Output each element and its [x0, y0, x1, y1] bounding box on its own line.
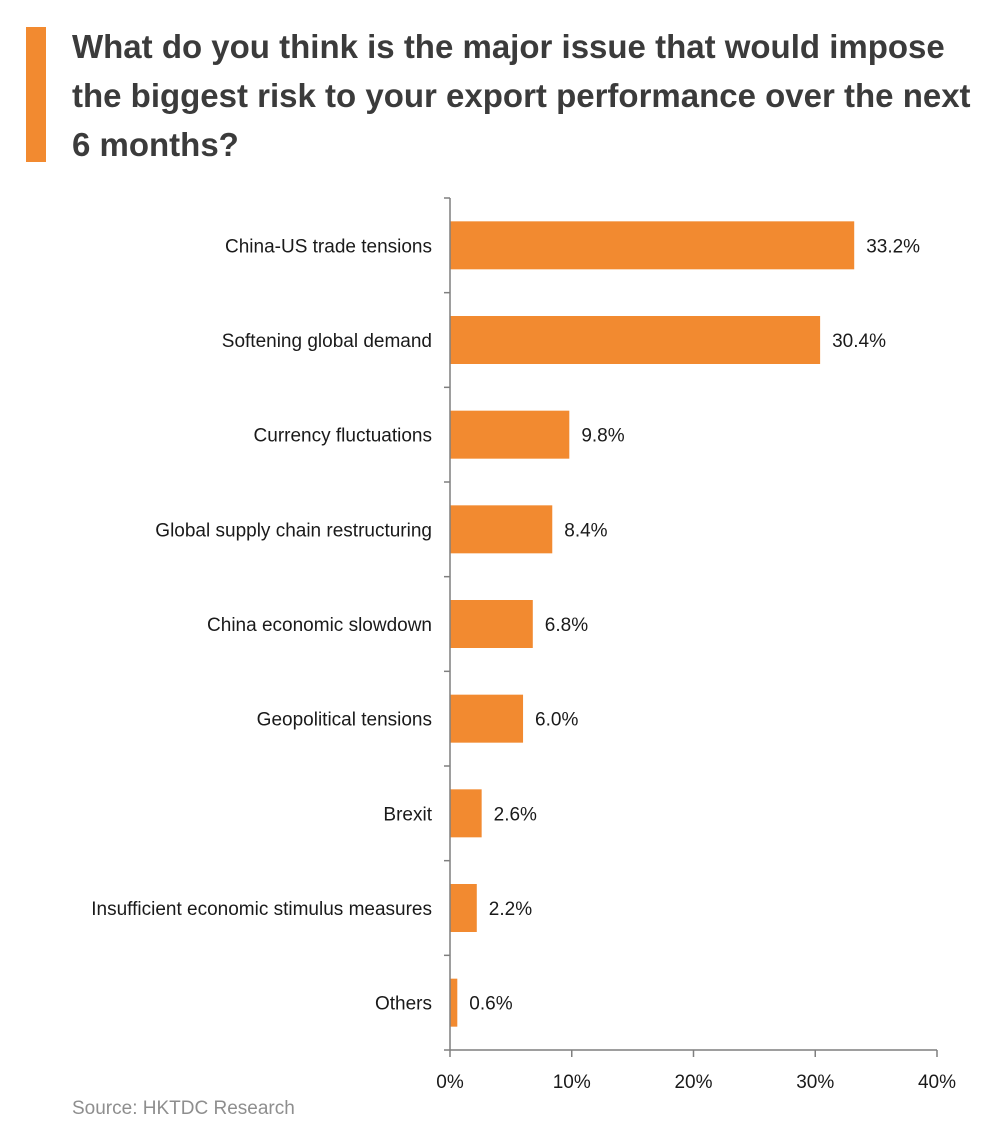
- bar: [450, 316, 821, 364]
- category-label: China-US trade tensions: [225, 236, 432, 257]
- category-label: Brexit: [383, 804, 432, 825]
- x-tick-label: 10%: [553, 1072, 591, 1093]
- x-tick-label: 0%: [436, 1072, 464, 1093]
- bar: [450, 884, 477, 932]
- category-label: China economic slowdown: [207, 615, 432, 636]
- data-label: 2.6%: [494, 804, 537, 825]
- title-accent-bar: [26, 27, 46, 162]
- x-tick-label: 30%: [796, 1072, 834, 1093]
- bar: [450, 789, 482, 838]
- bar: [450, 694, 524, 743]
- bar: [450, 978, 458, 1027]
- category-label: Geopolitical tensions: [257, 710, 432, 731]
- category-label: Currency fluctuations: [254, 426, 432, 447]
- data-label: 9.8%: [581, 426, 624, 447]
- data-label: 33.2%: [866, 236, 920, 257]
- data-label: 0.6%: [469, 994, 512, 1015]
- bar: [450, 221, 855, 270]
- category-label: Others: [375, 994, 432, 1015]
- bar: [450, 505, 553, 554]
- data-label: 6.8%: [545, 615, 588, 636]
- data-label: 30.4%: [832, 331, 886, 352]
- category-label: Insufficient economic stimulus measures: [91, 899, 432, 920]
- bar: [450, 410, 570, 459]
- category-label: Softening global demand: [222, 331, 432, 352]
- chart-title: What do you think is the major issue tha…: [72, 28, 971, 163]
- data-label: 6.0%: [535, 710, 578, 731]
- data-label: 8.4%: [564, 520, 607, 541]
- data-label: 2.2%: [489, 899, 532, 920]
- source-note: Source: HKTDC Research: [72, 1098, 295, 1119]
- category-label: Global supply chain restructuring: [155, 520, 432, 541]
- x-tick-label: 20%: [674, 1072, 712, 1093]
- x-tick-label: 40%: [918, 1072, 956, 1093]
- bar: [450, 600, 533, 648]
